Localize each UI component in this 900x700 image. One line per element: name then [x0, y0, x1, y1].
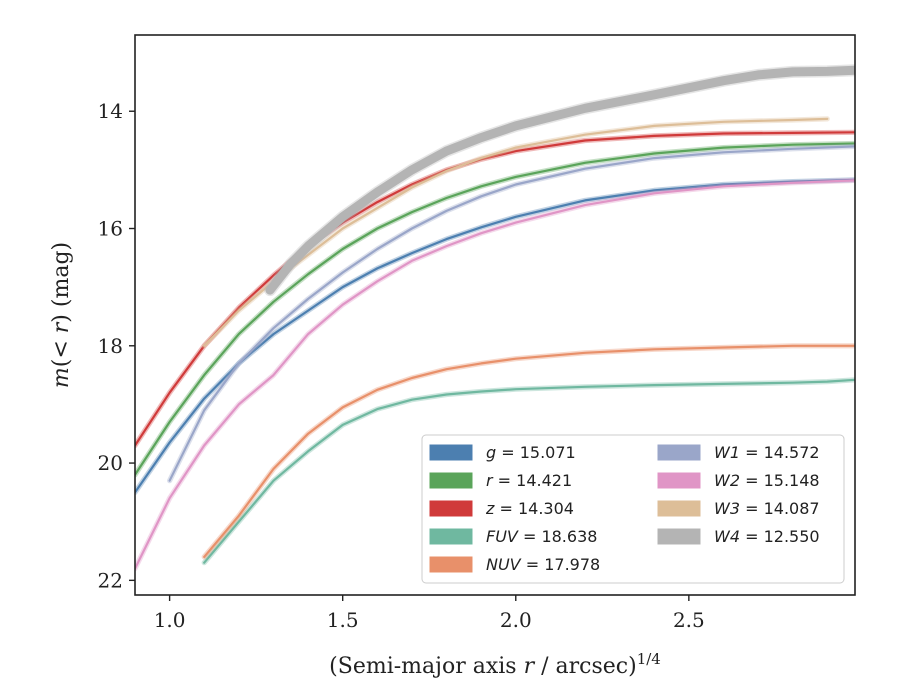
series-g-line — [135, 178, 855, 494]
legend-swatch-g — [429, 444, 473, 461]
legend-label-fuv: FUV = 18.638 — [486, 527, 597, 546]
y-tick-label: 16 — [98, 217, 123, 241]
legend-label-w1: W1 = 14.572 — [714, 443, 820, 462]
legend-swatch-w3 — [657, 500, 701, 517]
x-tick-label: 2.0 — [500, 608, 532, 632]
series-w4-line — [265, 65, 855, 295]
legend-label-w3: W3 = 14.087 — [714, 499, 820, 518]
y-axis-label: m(< r) (mag) — [49, 242, 74, 388]
legend-label-w2: W2 = 15.148 — [714, 471, 820, 490]
y-tick-label: 20 — [98, 451, 123, 475]
legend-swatch-nuv — [429, 556, 473, 573]
series-w2-line — [135, 179, 855, 570]
series-layer — [135, 64, 855, 572]
series-fuv-line — [203, 378, 855, 564]
legend-label-r: r = 14.421 — [486, 471, 572, 490]
legend-swatch-r — [429, 472, 473, 489]
legend-swatch-w4 — [657, 528, 701, 545]
tick-layer: 1.0 1.5 2.0 2.5 14 16 18 20 22 — [98, 99, 705, 632]
legend-swatch-fuv — [429, 528, 473, 545]
series-z-line — [135, 131, 855, 447]
y-tick-label: 18 — [98, 334, 123, 358]
plot-frame — [134, 34, 856, 596]
y-tick-label: 14 — [98, 99, 123, 123]
legend-label-z: z = 14.304 — [485, 499, 574, 518]
legend-swatch-w1 — [657, 444, 701, 461]
x-tick-label: 2.5 — [673, 608, 705, 632]
x-axis-label: (Semi-major axis r / arcsec)1/4 — [329, 650, 661, 679]
series-nuv-line — [203, 344, 855, 558]
series-w1-line — [168, 145, 855, 482]
legend-label-nuv: NUV = 17.978 — [486, 555, 600, 574]
y-tick-label: 22 — [98, 568, 123, 592]
legend-frame — [421, 434, 845, 584]
series-r-line — [135, 142, 855, 476]
legend: g = 15.071 r = 14.421 z = 14.304 FUV = 18.6… — [421, 434, 845, 584]
legend-label-g: g = 15.071 — [486, 443, 576, 462]
legend-swatch-z — [429, 500, 473, 517]
legend-label-w4: W4 = 12.550 — [714, 527, 820, 546]
x-tick-label: 1.5 — [327, 608, 359, 632]
x-tick-label: 1.0 — [154, 608, 186, 632]
legend-swatch-w2 — [657, 472, 701, 489]
